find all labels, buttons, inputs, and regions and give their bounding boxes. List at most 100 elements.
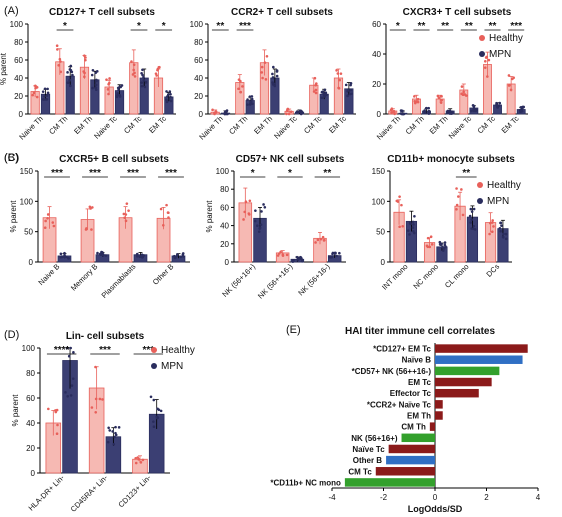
data-point-healthy bbox=[125, 202, 129, 205]
data-point-mpn bbox=[469, 221, 473, 224]
data-point-mpn bbox=[412, 223, 415, 226]
data-point-mpn bbox=[441, 245, 444, 249]
data-point-mpn bbox=[323, 95, 327, 98]
data-point-healthy bbox=[84, 58, 87, 62]
category-label: EM Tc bbox=[500, 114, 521, 135]
data-point-healthy bbox=[123, 216, 126, 219]
data-point-healthy bbox=[265, 55, 269, 58]
data-point-healthy bbox=[94, 397, 98, 401]
legend-marker-mpn bbox=[479, 51, 485, 57]
data-point-healthy bbox=[134, 461, 138, 465]
data-point-mpn bbox=[249, 100, 253, 104]
data-point-healthy bbox=[94, 410, 98, 414]
legend-marker-healthy bbox=[479, 35, 485, 41]
data-point-mpn bbox=[443, 247, 446, 250]
legend-marker-healthy bbox=[151, 347, 157, 353]
y-tick-label: 0 bbox=[31, 469, 36, 478]
chart-title: CD57+ NK cell subsets bbox=[236, 154, 345, 165]
data-point-mpn bbox=[101, 254, 105, 257]
data-point-mpn bbox=[498, 101, 502, 105]
data-point-mpn bbox=[114, 425, 117, 429]
x-tick-label: 2 bbox=[484, 493, 489, 502]
data-point-healthy bbox=[34, 84, 37, 88]
data-point-healthy bbox=[35, 86, 39, 89]
data-point-mpn bbox=[140, 71, 143, 75]
data-point-healthy bbox=[94, 365, 97, 369]
category-label: Naïve Tc bbox=[352, 445, 385, 454]
data-point-healthy bbox=[390, 111, 393, 114]
category-label: CD45RA+ Lin- bbox=[69, 473, 110, 514]
data-point-mpn bbox=[298, 110, 301, 114]
data-point-mpn bbox=[399, 109, 403, 112]
data-point-mpn bbox=[246, 98, 249, 101]
x-tick-label: -2 bbox=[380, 493, 388, 502]
data-point-mpn bbox=[44, 98, 47, 101]
data-point-healthy bbox=[264, 78, 268, 81]
data-point-healthy bbox=[455, 207, 458, 211]
chart-title: CXCR5+ B cell subsets bbox=[59, 154, 169, 165]
data-point-mpn bbox=[111, 430, 114, 433]
data-point-mpn bbox=[500, 224, 503, 227]
data-point-mpn bbox=[140, 81, 144, 84]
category-label: Naive Tc bbox=[92, 114, 119, 141]
y-tick-label: 100 bbox=[10, 20, 24, 29]
data-point-mpn bbox=[166, 93, 170, 96]
data-point-healthy bbox=[339, 72, 343, 75]
data-point-mpn bbox=[135, 255, 139, 258]
x-axis-label: LogOdds/SD bbox=[408, 504, 463, 514]
data-point-healthy bbox=[401, 224, 404, 228]
data-point-healthy bbox=[285, 112, 288, 116]
y-tick-label: 60 bbox=[26, 394, 35, 403]
category-label: CM Tc bbox=[476, 114, 497, 135]
data-point-healthy bbox=[398, 195, 401, 198]
category-label: CM Th bbox=[227, 114, 249, 136]
category-label: Other B bbox=[353, 456, 383, 465]
data-point-healthy bbox=[337, 86, 340, 90]
y-tick-label: 40 bbox=[14, 74, 23, 83]
data-point-mpn bbox=[423, 109, 426, 112]
data-point-healthy bbox=[44, 219, 47, 223]
data-point-mpn bbox=[271, 72, 274, 76]
data-point-healthy bbox=[483, 66, 487, 69]
data-point-healthy bbox=[132, 68, 135, 72]
category-label: CM Tc bbox=[122, 114, 143, 135]
data-point-healthy bbox=[319, 237, 323, 241]
data-point-healthy bbox=[508, 83, 511, 87]
data-point-healthy bbox=[398, 225, 401, 229]
y-tick-label: 80 bbox=[194, 38, 203, 47]
y-tick-label: 0 bbox=[19, 110, 24, 119]
significance-label: ** bbox=[489, 21, 497, 32]
data-point-mpn bbox=[446, 109, 450, 113]
y-tick-label: 0 bbox=[225, 258, 230, 267]
category-label: *CCR2+ Naïve Tc bbox=[367, 400, 432, 409]
data-point-healthy bbox=[461, 213, 465, 217]
data-point-mpn bbox=[66, 81, 70, 84]
y-tick-label: 50 bbox=[376, 228, 385, 237]
data-point-mpn bbox=[470, 210, 474, 213]
data-point-mpn bbox=[450, 112, 453, 115]
data-point-mpn bbox=[152, 425, 156, 429]
data-point-mpn bbox=[272, 65, 275, 69]
data-point-mpn bbox=[296, 258, 300, 261]
data-point-mpn bbox=[94, 86, 98, 90]
data-point-healthy bbox=[157, 66, 161, 69]
data-point-healthy bbox=[261, 76, 264, 80]
data-point-mpn bbox=[423, 111, 427, 115]
hbar bbox=[388, 444, 435, 454]
data-point-mpn bbox=[331, 251, 335, 255]
data-point-healthy bbox=[314, 83, 318, 87]
data-point-healthy bbox=[98, 397, 102, 401]
data-point-mpn bbox=[169, 99, 173, 103]
data-point-mpn bbox=[156, 407, 159, 411]
data-point-mpn bbox=[68, 78, 71, 82]
data-point-mpn bbox=[117, 88, 120, 92]
category-label: EM Th bbox=[252, 114, 274, 136]
data-point-mpn bbox=[67, 354, 71, 358]
x-tick-label: -4 bbox=[328, 493, 336, 502]
panel-label: (D) bbox=[4, 329, 19, 341]
category-label: Naive B bbox=[36, 262, 61, 287]
data-point-healthy bbox=[335, 69, 338, 72]
y-tick-label: 150 bbox=[372, 167, 386, 176]
data-point-mpn bbox=[139, 255, 142, 258]
data-point-mpn bbox=[471, 103, 475, 107]
